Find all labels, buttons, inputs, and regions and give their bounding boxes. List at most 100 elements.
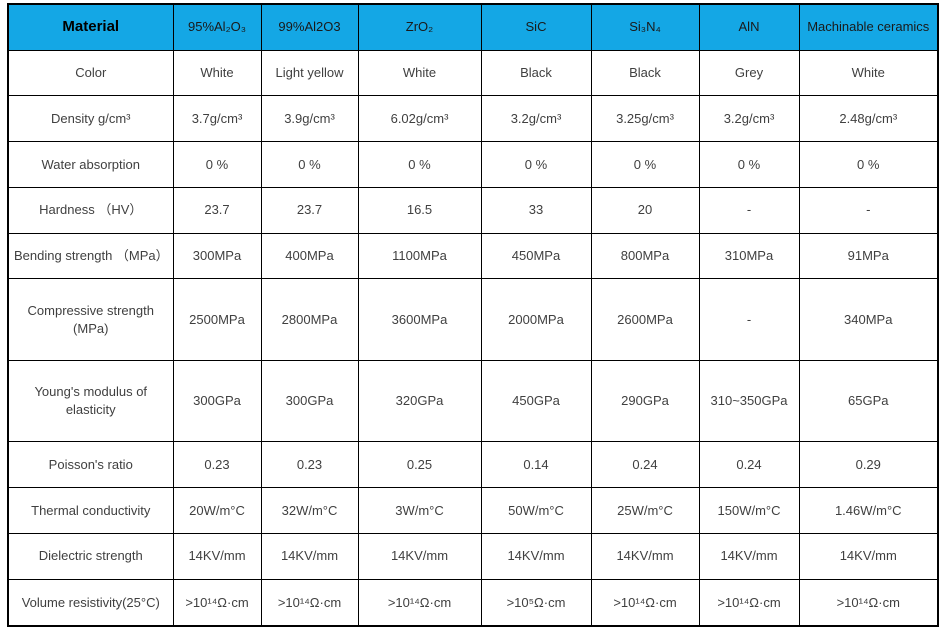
table-row: Poisson's ratio 0.23 0.23 0.25 0.14 0.24… bbox=[7, 441, 939, 489]
value-cell: 6.02g/cm³ bbox=[357, 95, 482, 143]
table-row: Dielectric strength 14KV/mm 14KV/mm 14KV… bbox=[7, 532, 939, 580]
row-label-thermal-conductivity: Thermal conductivity bbox=[7, 487, 174, 534]
materials-spec-table: Material 95%Al₂O₃ 99%Al2O3 ZrO₂ SiC Si₃N… bbox=[7, 3, 939, 627]
column-header-95-al2o3: 95%Al₂O₃ bbox=[172, 3, 262, 51]
value-cell: 14KV/mm bbox=[172, 532, 262, 580]
table-row: Density g/cm³ 3.7g/cm³ 3.9g/cm³ 6.02g/cm… bbox=[7, 95, 939, 143]
value-cell: >10⁵Ω·cm bbox=[480, 578, 592, 627]
column-header-machinable-ceramics: Machinable ceramics bbox=[798, 3, 939, 51]
table-row: Young's modulus of elasticity 300GPa 300… bbox=[7, 359, 939, 443]
value-cell: 23.7 bbox=[172, 186, 262, 234]
value-cell: >10¹⁴Ω·cm bbox=[798, 578, 939, 627]
value-cell: 0 % bbox=[172, 141, 262, 188]
value-cell: 300GPa bbox=[260, 359, 359, 443]
value-cell: 150W/m°C bbox=[698, 487, 800, 534]
header-row: Material 95%Al₂O₃ 99%Al2O3 ZrO₂ SiC Si₃N… bbox=[7, 3, 939, 51]
column-header-si3n4: Si₃N₄ bbox=[590, 3, 700, 51]
value-cell: 340MPa bbox=[798, 278, 939, 361]
table-row: Color White Light yellow White Black Bla… bbox=[7, 49, 939, 97]
value-cell: 3.2g/cm³ bbox=[480, 95, 592, 143]
value-cell: 16.5 bbox=[357, 186, 482, 234]
value-cell: 0.23 bbox=[260, 441, 359, 489]
value-cell: 0 % bbox=[480, 141, 592, 188]
value-cell: 310~350GPa bbox=[698, 359, 800, 443]
value-cell: White bbox=[357, 49, 482, 97]
table-row: Bending strength （MPa） 300MPa 400MPa 110… bbox=[7, 232, 939, 280]
value-cell: 300MPa bbox=[172, 232, 262, 280]
value-cell: >10¹⁴Ω·cm bbox=[172, 578, 262, 627]
value-cell: 25W/m°C bbox=[590, 487, 700, 534]
column-header-99-al2o3: 99%Al2O3 bbox=[260, 3, 359, 51]
value-cell: >10¹⁴Ω·cm bbox=[590, 578, 700, 627]
value-cell: Grey bbox=[698, 49, 800, 97]
value-cell: White bbox=[172, 49, 262, 97]
table-row: Volume resistivity(25°C) >10¹⁴Ω·cm >10¹⁴… bbox=[7, 578, 939, 627]
row-label-poissons-ratio: Poisson's ratio bbox=[7, 441, 174, 489]
value-cell: 0.24 bbox=[698, 441, 800, 489]
value-cell: 0 % bbox=[590, 141, 700, 188]
value-cell: 20W/m°C bbox=[172, 487, 262, 534]
value-cell: 3.2g/cm³ bbox=[698, 95, 800, 143]
value-cell: 400MPa bbox=[260, 232, 359, 280]
row-label-compressive-strength: Compressive strength (MPa) bbox=[7, 278, 174, 361]
value-cell: Black bbox=[590, 49, 700, 97]
value-cell: 20 bbox=[590, 186, 700, 234]
value-cell: 0.25 bbox=[357, 441, 482, 489]
row-label-volume-resistivity: Volume resistivity(25°C) bbox=[7, 578, 174, 627]
value-cell: 23.7 bbox=[260, 186, 359, 234]
value-cell: Light yellow bbox=[260, 49, 359, 97]
row-label-youngs-modulus: Young's modulus of elasticity bbox=[7, 359, 174, 443]
value-cell: 320GPa bbox=[357, 359, 482, 443]
value-cell: 91MPa bbox=[798, 232, 939, 280]
value-cell: 0 % bbox=[798, 141, 939, 188]
column-header-zro2: ZrO₂ bbox=[357, 3, 482, 51]
value-cell: - bbox=[698, 186, 800, 234]
value-cell: 3W/m°C bbox=[357, 487, 482, 534]
value-cell: >10¹⁴Ω·cm bbox=[357, 578, 482, 627]
value-cell: 2000MPa bbox=[480, 278, 592, 361]
value-cell: 14KV/mm bbox=[357, 532, 482, 580]
value-cell: 3600MPa bbox=[357, 278, 482, 361]
value-cell: 33 bbox=[480, 186, 592, 234]
value-cell: 50W/m°C bbox=[480, 487, 592, 534]
value-cell: 0 % bbox=[357, 141, 482, 188]
table-row: Water absorption 0 % 0 % 0 % 0 % 0 % 0 %… bbox=[7, 141, 939, 188]
table-row: Hardness （HV） 23.7 23.7 16.5 33 20 - - bbox=[7, 186, 939, 234]
row-label-bending-strength: Bending strength （MPa） bbox=[7, 232, 174, 280]
table-row: Compressive strength (MPa) 2500MPa 2800M… bbox=[7, 278, 939, 361]
column-header-sic: SiC bbox=[480, 3, 592, 51]
value-cell: 0 % bbox=[260, 141, 359, 188]
value-cell: 2800MPa bbox=[260, 278, 359, 361]
value-cell: 0 % bbox=[698, 141, 800, 188]
value-cell: 3.9g/cm³ bbox=[260, 95, 359, 143]
row-label-water-absorption: Water absorption bbox=[7, 141, 174, 188]
value-cell: 3.25g/cm³ bbox=[590, 95, 700, 143]
row-label-dielectric-strength: Dielectric strength bbox=[7, 532, 174, 580]
value-cell: 450MPa bbox=[480, 232, 592, 280]
value-cell: 14KV/mm bbox=[698, 532, 800, 580]
value-cell: 14KV/mm bbox=[480, 532, 592, 580]
row-label-hardness: Hardness （HV） bbox=[7, 186, 174, 234]
value-cell: 0.14 bbox=[480, 441, 592, 489]
value-cell: 14KV/mm bbox=[798, 532, 939, 580]
value-cell: 450GPa bbox=[480, 359, 592, 443]
value-cell: 32W/m°C bbox=[260, 487, 359, 534]
value-cell: Black bbox=[480, 49, 592, 97]
column-header-aln: AlN bbox=[698, 3, 800, 51]
value-cell: >10¹⁴Ω·cm bbox=[698, 578, 800, 627]
value-cell: 310MPa bbox=[698, 232, 800, 280]
value-cell: >10¹⁴Ω·cm bbox=[260, 578, 359, 627]
value-cell: 1.46W/m°C bbox=[798, 487, 939, 534]
row-label-color: Color bbox=[7, 49, 174, 97]
value-cell: 3.7g/cm³ bbox=[172, 95, 262, 143]
value-cell: 800MPa bbox=[590, 232, 700, 280]
value-cell: - bbox=[798, 186, 939, 234]
value-cell: 0.23 bbox=[172, 441, 262, 489]
value-cell: 65GPa bbox=[798, 359, 939, 443]
row-label-density: Density g/cm³ bbox=[7, 95, 174, 143]
value-cell: 14KV/mm bbox=[590, 532, 700, 580]
table-row: Thermal conductivity 20W/m°C 32W/m°C 3W/… bbox=[7, 487, 939, 534]
value-cell: 2.48g/cm³ bbox=[798, 95, 939, 143]
value-cell: 300GPa bbox=[172, 359, 262, 443]
value-cell: 0.29 bbox=[798, 441, 939, 489]
